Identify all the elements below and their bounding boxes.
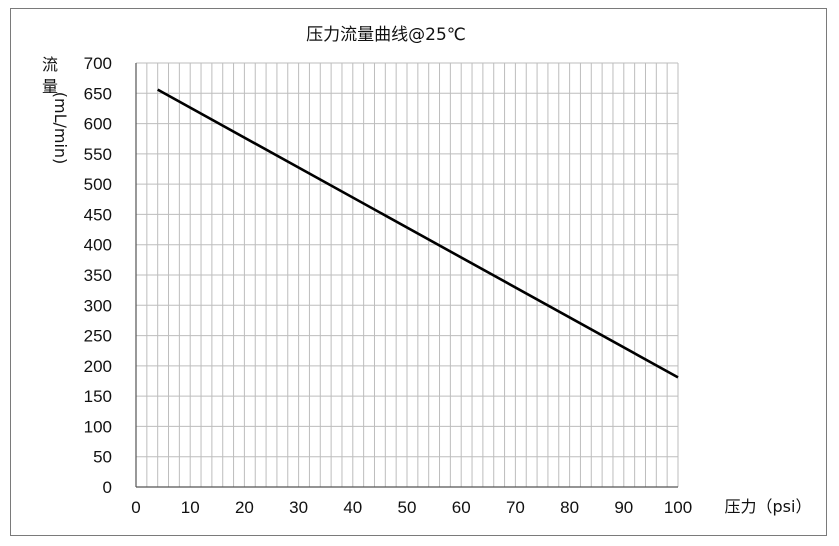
chart-frame	[10, 8, 827, 536]
x-tick-label: 90	[614, 498, 633, 517]
y-tick-label: 450	[84, 205, 112, 224]
y-tick-label: 200	[84, 357, 112, 376]
y-axis-label-char-1: 流	[42, 55, 58, 74]
chart-title: 压力流量曲线@25℃	[306, 25, 466, 45]
y-tick-label: 700	[84, 54, 112, 73]
y-tick-label: 350	[84, 266, 112, 285]
y-tick-label: 0	[103, 478, 112, 497]
x-tick-label: 80	[560, 498, 579, 517]
x-tick-label: 100	[664, 498, 692, 517]
x-tick-label: 50	[398, 498, 417, 517]
series-line	[157, 88, 679, 379]
y-tick-label: 600	[84, 115, 112, 134]
y-tick-label: 650	[84, 84, 112, 103]
y-tick-label: 100	[84, 417, 112, 436]
axes: 0 10 20 30 40 50 60 70 80 90 100 0 50 100 150 200 250 300…	[84, 54, 693, 517]
series-layer	[157, 88, 679, 379]
x-tick-label: 70	[506, 498, 525, 517]
y-tick-label: 500	[84, 175, 112, 194]
x-tick-label: 10	[181, 498, 200, 517]
y-tick-label: 550	[84, 145, 112, 164]
y-axis-label-unit: (mL/min)	[51, 92, 70, 165]
y-tick-label: 50	[93, 448, 112, 467]
x-tick-label: 30	[289, 498, 308, 517]
labels: 压力流量曲线@25℃ 压力（psi） 流 量 (mL/min)	[42, 25, 811, 516]
x-axis-label: 压力（psi）	[725, 497, 812, 516]
x-tick-label: 40	[343, 498, 362, 517]
x-tick-label: 20	[235, 498, 254, 517]
y-tick-label: 300	[84, 296, 112, 315]
y-tick-label: 400	[84, 236, 112, 255]
x-tick-label: 60	[452, 498, 471, 517]
y-tick-label: 250	[84, 327, 112, 346]
x-tick-label: 0	[131, 498, 140, 517]
y-axis-label-char-2: 量	[42, 77, 58, 96]
y-tick-label: 150	[84, 387, 112, 406]
grid	[136, 62, 679, 487]
